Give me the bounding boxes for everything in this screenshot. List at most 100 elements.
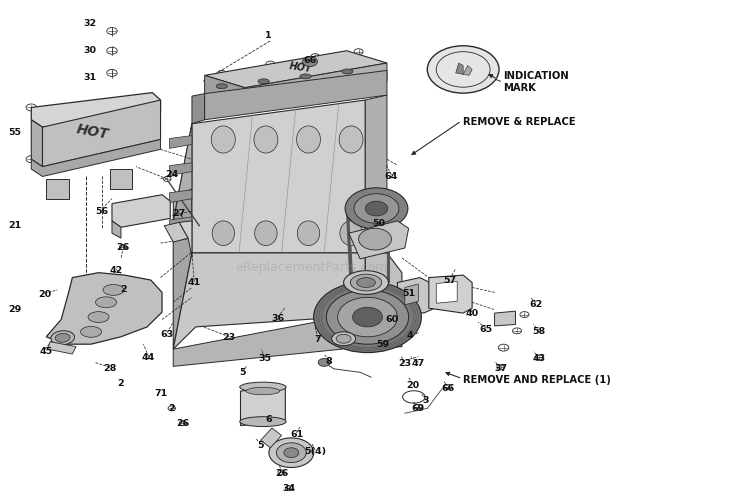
Ellipse shape [95, 297, 116, 308]
Text: 63: 63 [160, 330, 174, 339]
Text: 66: 66 [442, 384, 454, 393]
Circle shape [338, 297, 398, 337]
Circle shape [427, 46, 499, 93]
Circle shape [302, 57, 317, 66]
Polygon shape [405, 284, 418, 305]
Ellipse shape [340, 221, 362, 246]
Text: 71: 71 [154, 389, 167, 398]
Text: 23: 23 [398, 360, 412, 369]
Polygon shape [43, 100, 160, 167]
Ellipse shape [80, 326, 101, 337]
Ellipse shape [297, 221, 320, 246]
Circle shape [106, 28, 117, 34]
Polygon shape [46, 273, 162, 344]
Text: 5(4): 5(4) [304, 447, 326, 456]
Text: 29: 29 [8, 305, 22, 314]
Polygon shape [170, 217, 192, 230]
Ellipse shape [350, 274, 382, 291]
Text: eReplacementParts.com: eReplacementParts.com [236, 261, 388, 274]
Text: REMOVE & REPLACE: REMOVE & REPLACE [464, 117, 576, 127]
Polygon shape [205, 51, 387, 88]
Circle shape [336, 334, 351, 344]
Polygon shape [32, 93, 160, 127]
Polygon shape [205, 70, 387, 120]
Ellipse shape [88, 311, 109, 322]
Ellipse shape [300, 74, 311, 79]
Polygon shape [48, 342, 76, 354]
Polygon shape [205, 75, 245, 105]
Polygon shape [164, 222, 188, 242]
Text: 20: 20 [406, 380, 419, 390]
Ellipse shape [56, 333, 70, 342]
Text: 64: 64 [385, 172, 398, 181]
Ellipse shape [296, 126, 320, 153]
Ellipse shape [240, 382, 286, 392]
Ellipse shape [255, 221, 277, 246]
Circle shape [536, 355, 543, 360]
Polygon shape [170, 163, 192, 176]
Text: INDICATION
MARK: INDICATION MARK [503, 71, 569, 93]
Polygon shape [192, 94, 205, 124]
Text: 36: 36 [272, 314, 284, 323]
Text: 55: 55 [8, 127, 21, 136]
Circle shape [106, 47, 117, 54]
Polygon shape [365, 95, 387, 253]
Ellipse shape [336, 334, 351, 343]
Text: 5: 5 [239, 368, 246, 377]
Ellipse shape [342, 69, 353, 74]
Polygon shape [170, 190, 192, 203]
Polygon shape [173, 253, 365, 349]
Text: 60: 60 [385, 315, 398, 324]
Text: 37: 37 [494, 365, 507, 373]
Text: 61: 61 [290, 430, 303, 439]
Text: 8: 8 [326, 357, 332, 366]
Text: 31: 31 [83, 73, 96, 82]
Circle shape [496, 365, 504, 370]
Text: 32: 32 [83, 19, 96, 28]
Circle shape [310, 54, 320, 60]
Text: 66: 66 [303, 56, 316, 65]
Polygon shape [179, 221, 192, 258]
Text: 3: 3 [422, 396, 429, 405]
Circle shape [106, 69, 117, 76]
Circle shape [266, 61, 274, 67]
Text: 2: 2 [169, 404, 175, 413]
Polygon shape [398, 278, 435, 313]
Circle shape [168, 406, 176, 411]
Text: 34: 34 [283, 484, 296, 493]
Text: 7: 7 [314, 335, 321, 344]
Ellipse shape [344, 271, 388, 294]
Polygon shape [173, 124, 192, 221]
Text: 23: 23 [223, 333, 236, 342]
Polygon shape [192, 100, 365, 253]
Polygon shape [46, 179, 69, 199]
Text: 62: 62 [529, 300, 542, 309]
Text: 65: 65 [479, 325, 492, 334]
Circle shape [284, 448, 298, 458]
Text: 44: 44 [142, 353, 155, 362]
Polygon shape [32, 139, 160, 177]
Text: 28: 28 [103, 365, 116, 373]
Circle shape [365, 201, 388, 216]
Polygon shape [456, 63, 464, 74]
Polygon shape [241, 387, 285, 426]
Ellipse shape [211, 126, 236, 153]
Circle shape [345, 188, 408, 229]
Circle shape [326, 290, 409, 344]
Ellipse shape [258, 79, 269, 84]
Circle shape [164, 177, 171, 182]
Polygon shape [261, 428, 281, 448]
Polygon shape [245, 63, 387, 105]
Text: 59: 59 [376, 340, 389, 349]
Polygon shape [436, 282, 457, 303]
Text: 42: 42 [109, 266, 122, 275]
Circle shape [318, 359, 330, 367]
Text: 27: 27 [172, 209, 185, 218]
Polygon shape [173, 317, 342, 367]
Circle shape [358, 228, 392, 250]
Circle shape [498, 344, 508, 351]
Circle shape [354, 194, 399, 223]
Text: 47: 47 [412, 360, 425, 369]
Polygon shape [110, 169, 132, 189]
Ellipse shape [254, 126, 278, 153]
